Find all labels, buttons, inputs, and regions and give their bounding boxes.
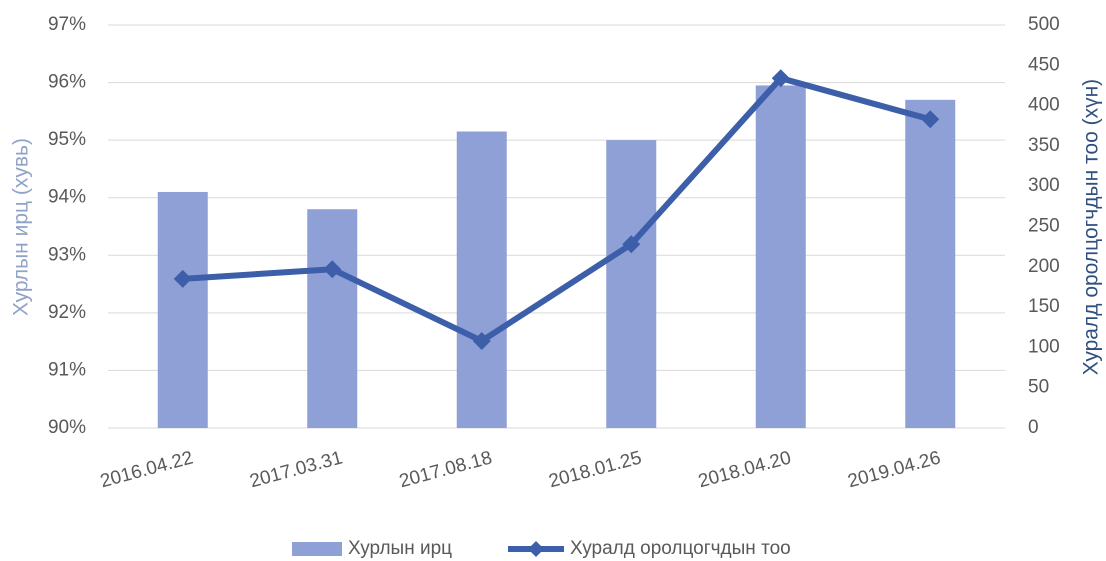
x-tick-label: 2017.03.31: [248, 447, 345, 492]
bar: [456, 131, 507, 428]
y2-tick-label: 250: [1028, 216, 1060, 237]
y-tick-label: 91%: [48, 359, 86, 380]
line-marker: [323, 260, 342, 279]
line-marker: [472, 331, 491, 350]
y-tick-label: 97%: [48, 14, 86, 35]
bar: [606, 140, 657, 428]
y2-tick-label: 450: [1028, 54, 1060, 75]
y-tick-label: 92%: [48, 302, 86, 323]
line-marker: [622, 235, 641, 254]
x-tick-label: 2019.04.26: [846, 447, 943, 492]
y-axis-title: Хурлын ирц (хувь): [10, 138, 33, 316]
x-tick-label: 2016.04.22: [98, 447, 195, 492]
legend-label: Хурлын ирц: [348, 538, 452, 559]
y2-tick-label: 0: [1028, 417, 1039, 438]
y-tick-label: 96%: [48, 72, 86, 93]
y2-tick-label: 100: [1028, 336, 1060, 357]
legend-marker: [528, 541, 544, 557]
y2-tick-label: 200: [1028, 256, 1060, 277]
legend-label: Хуралд оролцогчдын тоо: [570, 538, 791, 559]
legend-swatch: [292, 542, 342, 556]
x-tick-label: 2018.04.20: [696, 447, 793, 492]
y2-tick-label: 300: [1028, 175, 1060, 196]
line: [182, 75, 932, 344]
bar: [157, 191, 208, 428]
y2-tick-label: 150: [1028, 296, 1060, 317]
bar: [755, 85, 806, 428]
y2-tick-label: 500: [1028, 14, 1060, 35]
y2-tick-label: 400: [1028, 95, 1060, 116]
y-tick-label: 93%: [48, 244, 86, 265]
line-marker: [173, 269, 192, 288]
y2-tick-label: 50: [1028, 377, 1049, 398]
y-tick-label: 94%: [48, 187, 86, 208]
line-marker: [771, 69, 790, 88]
y-tick-label: 95%: [48, 129, 86, 150]
y2-axis-title: Хуралд оролцогчдын тоо (хүн): [1080, 79, 1103, 375]
line-marker: [921, 110, 940, 129]
y2-tick-label: 350: [1028, 135, 1060, 156]
x-tick-label: 2017.08.18: [397, 447, 494, 492]
bar: [307, 209, 358, 428]
y-tick-label: 90%: [48, 417, 86, 438]
x-tick-label: 2018.01.25: [547, 447, 644, 492]
bar: [905, 99, 956, 428]
